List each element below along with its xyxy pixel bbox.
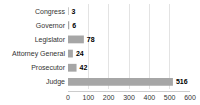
svg-text:Attorney General: Attorney General bbox=[12, 50, 65, 58]
svg-text:24: 24 bbox=[76, 50, 84, 57]
svg-text:3: 3 bbox=[72, 8, 76, 15]
svg-text:200: 200 bbox=[103, 94, 115, 101]
svg-text:Judge: Judge bbox=[46, 78, 65, 86]
svg-text:400: 400 bbox=[143, 94, 155, 101]
svg-text:78: 78 bbox=[87, 36, 95, 43]
svg-text:600: 600 bbox=[184, 94, 196, 101]
svg-text:Prosecutor: Prosecutor bbox=[31, 64, 66, 71]
svg-text:Congress: Congress bbox=[35, 8, 65, 16]
svg-text:0: 0 bbox=[66, 94, 70, 101]
svg-text:42: 42 bbox=[80, 64, 88, 71]
svg-text:Legislator: Legislator bbox=[35, 36, 66, 44]
svg-text:300: 300 bbox=[123, 94, 135, 101]
svg-text:500: 500 bbox=[164, 94, 176, 101]
svg-text:516: 516 bbox=[176, 78, 188, 85]
svg-text:Governor: Governor bbox=[36, 22, 66, 29]
svg-text:100: 100 bbox=[82, 94, 94, 101]
svg-text:6: 6 bbox=[72, 22, 76, 29]
